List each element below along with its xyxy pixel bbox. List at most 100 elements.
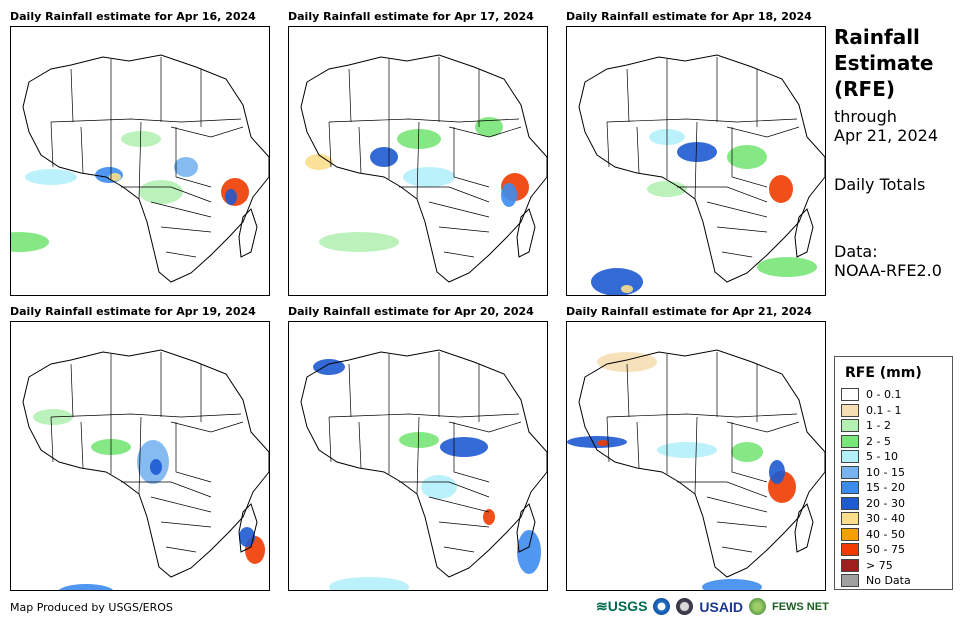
country-border [416, 121, 420, 200]
legend-swatch [841, 388, 859, 401]
country-border [80, 126, 84, 174]
usgs-logo: ≋USGS [596, 598, 648, 614]
map-credit: Map Produced by USGS/EROS [10, 601, 173, 614]
country-border [726, 126, 800, 138]
rainfall-area [769, 460, 785, 484]
legend-label: 5 - 10 [866, 450, 898, 463]
country-border [636, 421, 640, 469]
rainfall-area [58, 584, 114, 590]
map-canvas [300, 54, 547, 283]
country-border [160, 226, 212, 233]
rainfall-area [597, 352, 657, 372]
title-line: Estimate [834, 51, 934, 75]
country-border [328, 118, 520, 123]
legend-label: > 75 [866, 558, 893, 572]
country-border [721, 251, 753, 258]
legend-label: 0 - 0.1 [866, 388, 902, 401]
legend-label: 10 - 15 [866, 465, 905, 479]
panel-title: Daily Rainfall estimate for Apr 19, 2024 [10, 305, 256, 318]
country-border [716, 226, 768, 233]
country-border [694, 416, 698, 495]
coastline [578, 54, 825, 283]
country-border [453, 422, 490, 483]
country-border [358, 126, 362, 174]
legend-item: 2 - 5 [841, 434, 891, 448]
legend-item: 5 - 10 [841, 450, 898, 463]
coastline [22, 54, 269, 283]
fews-net-logo: FEWS NET [771, 600, 829, 613]
rainfall-area [501, 183, 517, 207]
title-line: (RFE) [834, 77, 896, 101]
country-border [121, 481, 212, 498]
panel-title: Daily Rainfall estimate for Apr 21, 2024 [566, 305, 812, 318]
country-border [70, 363, 74, 418]
legend-label: 30 - 40 [866, 512, 905, 525]
country-border [328, 413, 520, 418]
country-border [165, 251, 197, 258]
legend-item: No Data [841, 574, 911, 587]
legend-item: 0.1 - 1 [841, 403, 901, 417]
country-border [606, 413, 798, 418]
legend-item: 15 - 20 [841, 481, 905, 494]
country-border [448, 126, 522, 138]
rainfall-area [139, 180, 183, 204]
country-border [328, 121, 332, 168]
country-border [636, 126, 640, 174]
rainfall-map [566, 321, 826, 591]
country-border [428, 496, 490, 513]
country-border [606, 416, 610, 463]
rainfall-area [517, 530, 541, 574]
country-border [175, 422, 212, 483]
coastline [300, 54, 547, 283]
country-border [348, 363, 352, 418]
country-border [50, 416, 54, 463]
country-border [721, 546, 753, 553]
country-border [606, 118, 798, 123]
legend-swatch [841, 419, 859, 432]
legend-swatch [841, 434, 859, 448]
country-border [726, 421, 800, 433]
rainfall-area [702, 579, 762, 590]
coastline [578, 349, 825, 578]
noaa-logo-icon [653, 598, 671, 615]
country-border [677, 481, 768, 498]
coastline [794, 503, 814, 553]
legend-item: 50 - 75 [841, 543, 905, 556]
coastline [238, 503, 258, 553]
legend-label: 20 - 30 [866, 496, 905, 510]
legend-swatch [841, 527, 859, 541]
country-border [160, 521, 212, 528]
legend-label: 15 - 20 [866, 481, 905, 494]
panel-title: Daily Rainfall estimate for Apr 20, 2024 [288, 305, 534, 318]
rainfall-area [239, 527, 255, 547]
legend-label: 40 - 50 [866, 527, 905, 541]
coastline [300, 349, 547, 578]
country-border [453, 127, 490, 188]
rainfall-area [370, 147, 398, 167]
coastline [238, 208, 258, 258]
title-line: Rainfall [834, 25, 920, 49]
rainfall-area [440, 437, 488, 457]
country-border [706, 496, 768, 513]
country-border [328, 416, 332, 463]
country-border [677, 186, 768, 203]
product-title: Rainfall Estimate (RFE) [834, 24, 933, 102]
country-border [438, 226, 490, 233]
rainfall-area [421, 475, 457, 499]
rainfall-map [10, 321, 270, 591]
rainfall-map [566, 26, 826, 296]
country-border [50, 413, 242, 418]
rainfall-area [769, 175, 793, 203]
legend-swatch [841, 543, 859, 556]
rainfall-area [677, 142, 717, 162]
rainfall-area [647, 181, 687, 197]
rainfall-area [483, 509, 495, 525]
legend-item: 1 - 2 [841, 419, 891, 432]
country-border [716, 521, 768, 528]
country-border [443, 251, 475, 258]
country-border [121, 186, 212, 203]
rainfall-area [475, 117, 503, 137]
rainfall-area [567, 436, 627, 448]
country-border [626, 68, 630, 123]
data-label: Data: [834, 242, 878, 261]
